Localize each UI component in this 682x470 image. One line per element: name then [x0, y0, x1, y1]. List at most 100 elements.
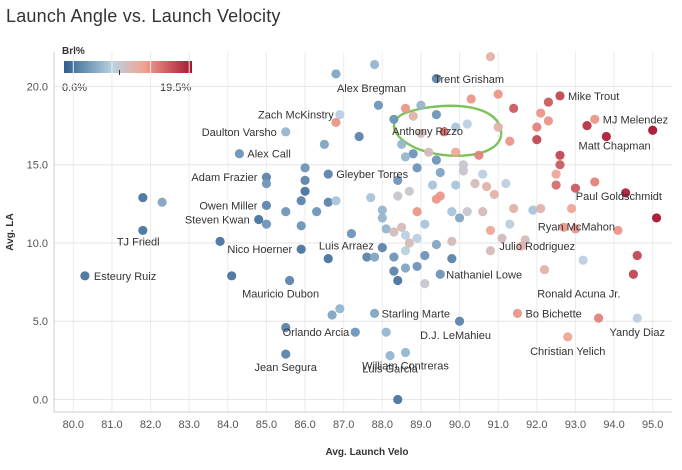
data-point — [381, 224, 391, 234]
data-point — [377, 205, 387, 215]
data-point — [389, 227, 399, 237]
point-label: Esteury Ruiz — [94, 271, 156, 283]
data-point — [462, 119, 472, 129]
data-point — [412, 163, 422, 173]
data-point — [362, 252, 372, 262]
data-point — [454, 213, 465, 223]
data-point — [482, 182, 492, 192]
data-point — [138, 225, 148, 236]
point-label: Mauricio Dubon — [242, 289, 319, 301]
data-point — [346, 228, 357, 239]
data-point — [327, 310, 337, 320]
annotation-layer — [392, 104, 503, 157]
data-point — [628, 269, 638, 279]
data-point — [420, 279, 430, 289]
point-label: Zach McKinstry — [258, 110, 334, 122]
data-point — [435, 167, 445, 178]
data-point — [570, 224, 581, 234]
data-point — [393, 394, 403, 405]
data-point — [590, 114, 600, 124]
data-point — [138, 192, 148, 203]
data-point — [431, 239, 441, 250]
data-point — [397, 139, 407, 149]
data-point — [501, 178, 511, 189]
data-point — [489, 189, 499, 200]
data-point — [389, 114, 399, 124]
y-tick-label: 15.0 — [27, 160, 48, 172]
data-point — [435, 269, 445, 279]
data-point — [505, 219, 515, 229]
data-point — [335, 304, 345, 314]
data-point — [435, 191, 445, 201]
x-tick-label: 86.0 — [294, 419, 315, 431]
point-label: Matt Chapman — [579, 140, 651, 152]
data-point — [389, 252, 399, 262]
x-tick-label: 88.0 — [372, 419, 393, 431]
data-point — [570, 183, 581, 193]
data-point — [474, 150, 484, 160]
data-point — [590, 177, 600, 187]
data-point — [536, 108, 546, 118]
data-point — [331, 196, 341, 206]
data-point — [400, 347, 411, 358]
y-tick-label: 10.0 — [27, 238, 48, 250]
data-point — [582, 120, 592, 131]
data-point — [300, 186, 310, 196]
data-point — [470, 178, 480, 189]
data-point — [566, 203, 577, 214]
point-label: Trent Grisham — [434, 74, 504, 86]
x-tick-label: 87.0 — [333, 419, 354, 431]
data-point — [451, 122, 461, 132]
data-point — [431, 74, 441, 84]
data-point — [354, 131, 364, 142]
data-point — [393, 191, 403, 201]
axes: 80.0 81.0 82.0 83.0 84.0 85.0 86.0 87.0 88.0 89.0… — [5, 52, 672, 458]
data-point — [427, 180, 438, 190]
data-point — [281, 322, 291, 333]
point-label: Nico Hoerner — [227, 244, 292, 256]
data-point — [532, 135, 542, 145]
point-label: Steven Kwan — [185, 214, 250, 226]
x-tick-label: 93.0 — [565, 419, 586, 431]
data-point — [485, 246, 496, 256]
data-point — [563, 332, 573, 342]
x-tick-label: 82.0 — [140, 419, 161, 431]
data-point — [451, 180, 461, 190]
data-point — [350, 327, 360, 337]
data-point — [458, 166, 469, 176]
x-tick-label: 92.0 — [526, 419, 547, 431]
data-point — [478, 169, 488, 179]
data-point — [369, 308, 380, 318]
point-label: Christian Yelich — [530, 346, 605, 358]
data-point — [412, 233, 422, 243]
data-point — [397, 222, 407, 232]
data-point — [420, 250, 430, 261]
point-label: Mike Trout — [568, 91, 619, 103]
x-axis-title: Avg. Launch Velo — [326, 447, 409, 458]
data-point — [296, 244, 306, 254]
data-point — [281, 207, 291, 217]
data-point — [648, 125, 658, 135]
data-point — [462, 207, 472, 217]
data-point — [478, 207, 488, 217]
data-point — [578, 255, 588, 265]
data-point — [528, 205, 538, 215]
data-point — [505, 136, 515, 146]
data-point — [512, 308, 523, 318]
data-point — [416, 100, 426, 110]
data-point — [551, 180, 561, 190]
x-tick-label: 85.0 — [256, 419, 277, 431]
data-point — [594, 313, 604, 323]
data-point — [543, 97, 554, 107]
data-point — [536, 203, 546, 214]
point-label: TJ Friedl — [117, 236, 160, 248]
data-point — [285, 275, 295, 286]
legend-title: Brl% — [62, 46, 85, 57]
point-label: Owen Miller — [199, 200, 257, 212]
data-point — [447, 254, 457, 264]
point-label: Starling Marte — [382, 308, 450, 320]
data-point — [319, 139, 329, 149]
data-point — [296, 221, 306, 231]
data-point — [551, 169, 561, 179]
